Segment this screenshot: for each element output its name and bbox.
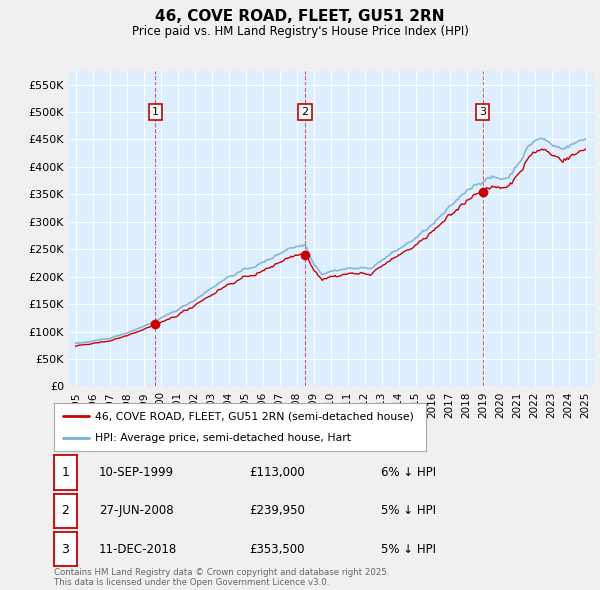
Text: 3: 3 (479, 107, 486, 117)
Text: 1: 1 (152, 107, 159, 117)
Text: Price paid vs. HM Land Registry's House Price Index (HPI): Price paid vs. HM Land Registry's House … (131, 25, 469, 38)
Text: 5% ↓ HPI: 5% ↓ HPI (381, 504, 436, 517)
Text: 10-SEP-1999: 10-SEP-1999 (99, 466, 174, 479)
Text: 27-JUN-2008: 27-JUN-2008 (99, 504, 173, 517)
Text: 6% ↓ HPI: 6% ↓ HPI (381, 466, 436, 479)
Text: £353,500: £353,500 (249, 543, 305, 556)
Text: Contains HM Land Registry data © Crown copyright and database right 2025.
This d: Contains HM Land Registry data © Crown c… (54, 568, 389, 587)
Text: 2: 2 (301, 107, 308, 117)
Text: HPI: Average price, semi-detached house, Hart: HPI: Average price, semi-detached house,… (95, 433, 351, 443)
Text: £239,950: £239,950 (249, 504, 305, 517)
Text: 5% ↓ HPI: 5% ↓ HPI (381, 543, 436, 556)
Text: 1: 1 (61, 466, 70, 479)
Text: 11-DEC-2018: 11-DEC-2018 (99, 543, 177, 556)
Text: 3: 3 (61, 543, 70, 556)
Text: 46, COVE ROAD, FLEET, GU51 2RN: 46, COVE ROAD, FLEET, GU51 2RN (155, 9, 445, 24)
Text: 2: 2 (61, 504, 70, 517)
Text: 46, COVE ROAD, FLEET, GU51 2RN (semi-detached house): 46, COVE ROAD, FLEET, GU51 2RN (semi-det… (95, 411, 414, 421)
Text: £113,000: £113,000 (249, 466, 305, 479)
